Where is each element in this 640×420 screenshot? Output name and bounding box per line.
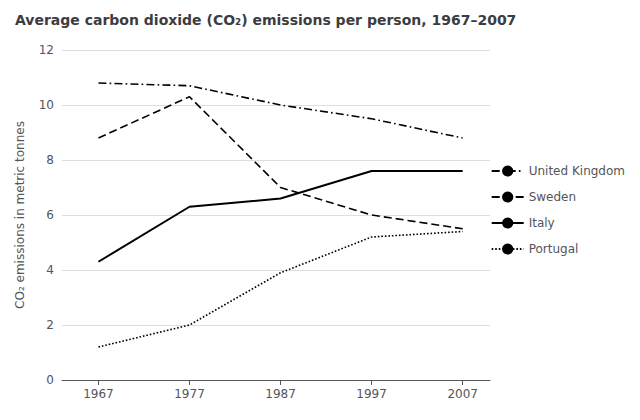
svg-text:Italy: Italy — [529, 216, 555, 230]
svg-text:8: 8 — [46, 153, 54, 167]
svg-text:1977: 1977 — [174, 387, 205, 401]
svg-text:CO₂ emissions in metric tonnes: CO₂ emissions in metric tonnes — [13, 121, 27, 309]
svg-text:6: 6 — [46, 208, 54, 222]
svg-text:0: 0 — [46, 373, 54, 387]
svg-text:1967: 1967 — [83, 387, 114, 401]
svg-text:2007: 2007 — [447, 387, 478, 401]
svg-text:2: 2 — [46, 318, 54, 332]
svg-text:10: 10 — [39, 98, 54, 112]
svg-text:1997: 1997 — [356, 387, 387, 401]
svg-text:Sweden: Sweden — [529, 190, 576, 204]
svg-text:1987: 1987 — [265, 387, 296, 401]
svg-text:United Kingdom: United Kingdom — [529, 164, 625, 178]
svg-text:Average carbon dioxide (CO₂) e: Average carbon dioxide (CO₂) emissions p… — [15, 12, 516, 28]
svg-text:12: 12 — [39, 43, 54, 57]
svg-text:Portugal: Portugal — [529, 242, 579, 256]
svg-text:4: 4 — [46, 263, 54, 277]
